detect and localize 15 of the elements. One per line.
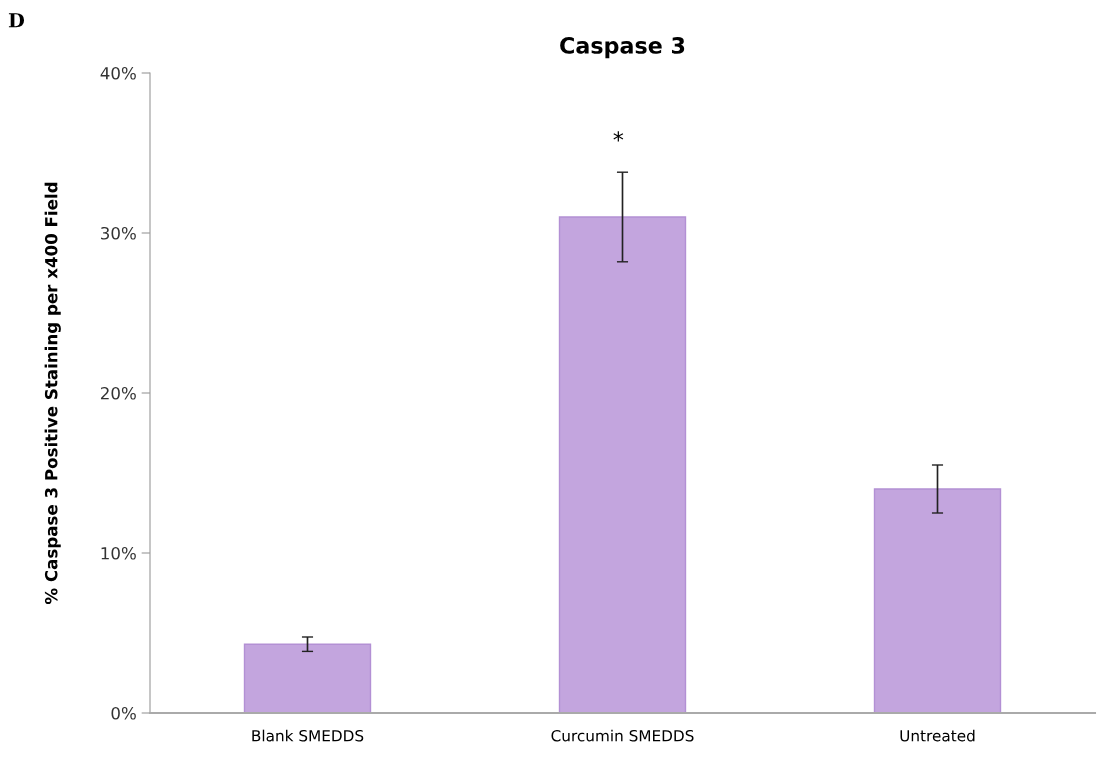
- y-tick-label: 0%: [111, 706, 136, 720]
- bar: [558, 216, 687, 713]
- bar: [873, 488, 1002, 713]
- chart-title: Caspase 3: [560, 37, 685, 59]
- y-axis-title: % Caspase 3 Positive Staining per x400 Field: [44, 182, 61, 605]
- x-tick-label: Untreated: [900, 729, 975, 742]
- y-tick-label: 30%: [101, 226, 136, 240]
- x-tick-label: Blank SMEDDS: [252, 729, 364, 742]
- text: D: [8, 13, 25, 28]
- y-tick-label: 10%: [101, 546, 136, 560]
- bar: [243, 643, 372, 713]
- x-tick-label: Curcumin SMEDDS: [551, 729, 694, 742]
- annotation: *: [613, 131, 624, 142]
- y-tick-label: 20%: [100, 386, 136, 400]
- y-tick-label: 40%: [100, 66, 136, 80]
